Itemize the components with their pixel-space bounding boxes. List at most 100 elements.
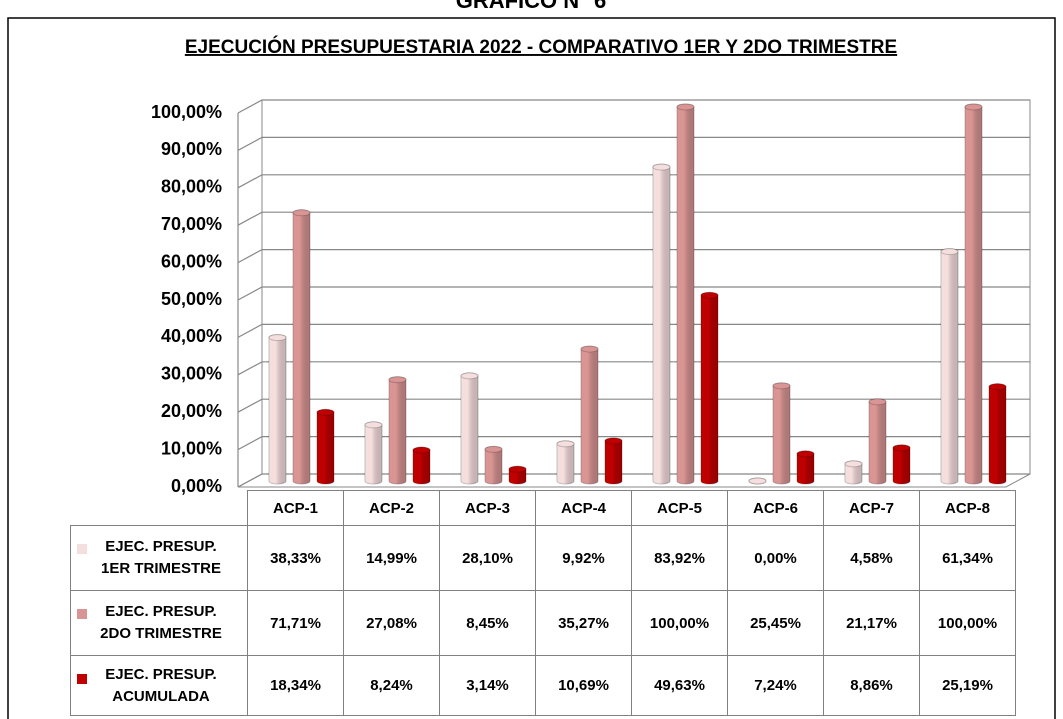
- value-cell: 8,24%: [343, 655, 440, 716]
- category-label: ACP-7: [823, 490, 920, 526]
- value-cell: 3,14%: [439, 655, 536, 716]
- value-cell: 49,63%: [631, 655, 728, 716]
- bar-shade: [869, 401, 886, 485]
- bar-top: [868, 398, 887, 406]
- y-tick-label: 90,00%: [161, 139, 222, 159]
- value-cell: 61,34%: [919, 525, 1016, 591]
- value-cell: 8,86%: [823, 655, 920, 716]
- bar-top: [676, 103, 695, 111]
- value-cell: 8,45%: [439, 590, 536, 656]
- bar-shade: [485, 449, 502, 485]
- bar-shade: [509, 469, 526, 485]
- value-cell: 71,71%: [247, 590, 344, 656]
- bar-shade: [365, 424, 382, 485]
- bar-shade: [581, 349, 598, 485]
- heading-bg: [300, 0, 760, 16]
- bar-top: [748, 477, 767, 485]
- value-cell: 21,17%: [823, 590, 920, 656]
- category-label: ACP-4: [535, 490, 632, 526]
- bar-top: [604, 437, 623, 445]
- bar-shade: [797, 453, 814, 485]
- value-cell: 0,00%: [727, 525, 824, 591]
- bar-shade: [653, 167, 670, 485]
- value-cell: 100,00%: [919, 590, 1016, 656]
- value-cell: 7,24%: [727, 655, 824, 716]
- bar-shade: [989, 386, 1006, 485]
- bar-shade: [269, 337, 286, 485]
- floor: [237, 473, 1031, 488]
- category-label: ACP-2: [343, 490, 440, 526]
- bar-shade: [701, 295, 718, 485]
- bar-shade: [893, 447, 910, 485]
- bar-shade: [941, 251, 958, 485]
- grid-line: [237, 99, 1030, 114]
- bar-shade: [389, 379, 406, 485]
- legend-label: EJEC. PRESUP. 2DO TRIMESTRE: [100, 603, 222, 642]
- value-cell: 18,34%: [247, 655, 344, 716]
- value-cell: 28,10%: [439, 525, 536, 591]
- bar-shade: [293, 212, 310, 485]
- bar-top: [508, 465, 527, 473]
- legend-entry: EJEC. PRESUP. 2DO TRIMESTRE: [70, 590, 248, 656]
- y-tick-label: 70,00%: [161, 214, 222, 234]
- value-cell: 25,45%: [727, 590, 824, 656]
- value-cell: 38,33%: [247, 525, 344, 591]
- legend-entry: EJEC. PRESUP. 1ER TRIMESTRE: [70, 525, 248, 591]
- bar-top: [892, 444, 911, 452]
- bar-top: [844, 460, 863, 468]
- value-cell: 100,00%: [631, 590, 728, 656]
- bar-top: [364, 421, 383, 429]
- legend-swatch: [77, 544, 87, 554]
- bar-top: [796, 450, 815, 458]
- grid-line: [237, 174, 1030, 189]
- grid-line: [237, 323, 1030, 338]
- legend-entry: EJEC. PRESUP. ACUMULADA: [70, 655, 248, 716]
- value-cell: 9,92%: [535, 525, 632, 591]
- grid-line: [237, 361, 1030, 376]
- bar-top: [652, 163, 671, 171]
- bar-shade: [677, 107, 694, 485]
- y-tick-label: 20,00%: [161, 401, 222, 421]
- grid-line: [237, 211, 1030, 226]
- category-label: ACP-6: [727, 490, 824, 526]
- bar-top: [772, 382, 791, 390]
- grid-line: [237, 286, 1030, 301]
- bar-shade: [413, 450, 430, 485]
- bar-shade: [317, 412, 334, 485]
- bar-top: [964, 103, 983, 111]
- value-cell: 25,19%: [919, 655, 1016, 716]
- legend-label: EJEC. PRESUP. 1ER TRIMESTRE: [100, 538, 221, 577]
- y-tick-label: 10,00%: [161, 438, 222, 458]
- bar-top: [268, 334, 287, 342]
- bar-shade: [605, 441, 622, 485]
- bar-top: [460, 372, 479, 380]
- legend-label: EJEC. PRESUP. ACUMULADA: [105, 665, 217, 705]
- value-cell: 10,69%: [535, 655, 632, 716]
- bar-top: [316, 408, 335, 416]
- legend-swatch: [77, 674, 87, 684]
- y-tick-label: 60,00%: [161, 251, 222, 271]
- legend-swatch: [77, 609, 87, 619]
- y-tick-label: 50,00%: [161, 289, 222, 309]
- value-cell: 4,58%: [823, 525, 920, 591]
- value-cell: 35,27%: [535, 590, 632, 656]
- bar-top: [580, 345, 599, 353]
- value-cell: 83,92%: [631, 525, 728, 591]
- frame: [7, 17, 1056, 719]
- category-label: ACP-5: [631, 490, 728, 526]
- y-tick-label: 0,00%: [171, 476, 222, 496]
- category-label: ACP-3: [439, 490, 536, 526]
- value-cell: 27,08%: [343, 590, 440, 656]
- bar-top: [292, 209, 311, 217]
- y-tick-label: 30,00%: [161, 364, 222, 384]
- value-cell: 14,99%: [343, 525, 440, 591]
- bar-top: [412, 446, 431, 454]
- grid-line: [237, 136, 1030, 151]
- heading: GRÁFICO N° 6: [456, 0, 607, 13]
- bar-shade: [845, 463, 862, 485]
- bar-top: [940, 248, 959, 256]
- grid-line: [237, 249, 1030, 264]
- category-label: ACP-8: [919, 490, 1016, 526]
